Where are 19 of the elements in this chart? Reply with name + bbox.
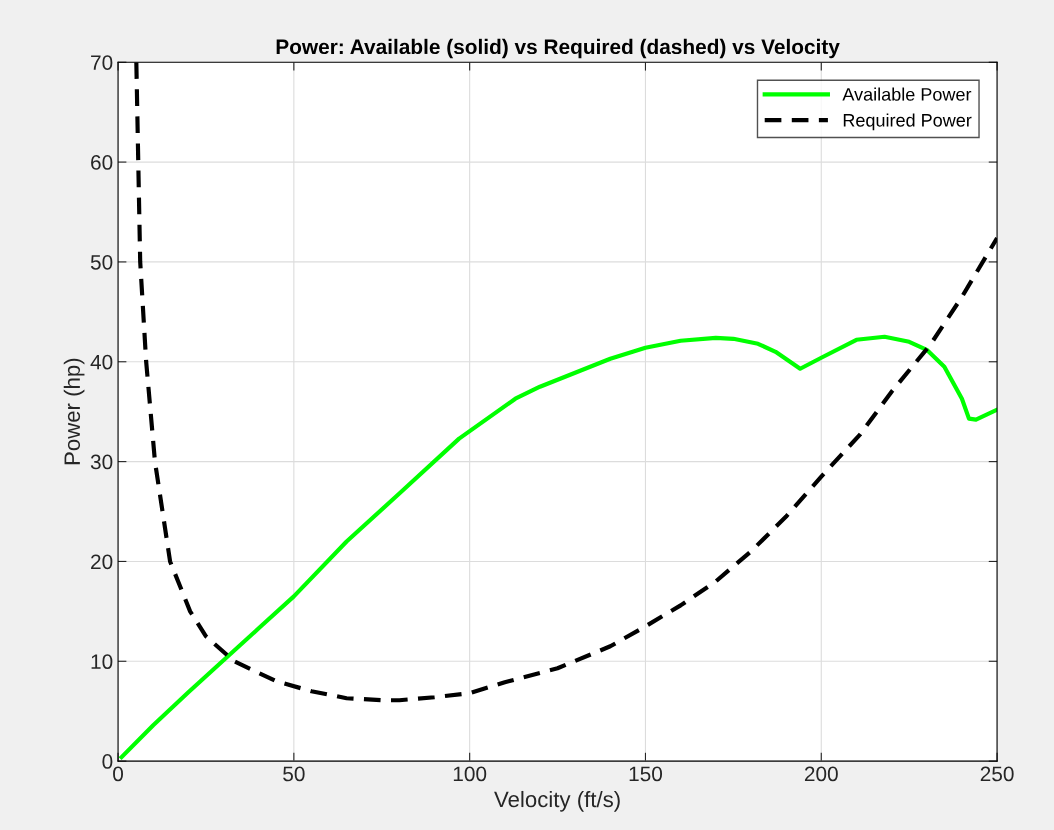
y-tick-label: 50 — [90, 254, 113, 270]
x-tick-label: 0 — [113, 766, 124, 782]
y-tick-label: 10 — [91, 654, 113, 670]
y-tick-label: 20 — [91, 554, 113, 570]
chart-title: Power: Available (solid) vs Required (dashed) vs Velocity — [276, 38, 840, 59]
y-tick-label: 0 — [102, 754, 113, 769]
y-tick-label: 40 — [90, 354, 113, 370]
legend-label: Required Power — [843, 113, 972, 131]
legend-label: Available Power — [842, 87, 972, 101]
y-tick-label: 30 — [90, 454, 113, 470]
x-tick-label: 50 — [283, 766, 305, 782]
x-tick-label: 150 — [629, 766, 663, 782]
y-tick-label: 60 — [91, 155, 113, 170]
x-tick-label: 200 — [804, 766, 838, 782]
y-tick-label: 70 — [91, 55, 113, 70]
x-tick-label: 100 — [453, 766, 487, 782]
y-axis-title: Power (hp) — [63, 358, 85, 465]
x-axis-title: Velocity (ft/s) — [494, 790, 620, 812]
x-tick-label: 250 — [980, 766, 1014, 782]
